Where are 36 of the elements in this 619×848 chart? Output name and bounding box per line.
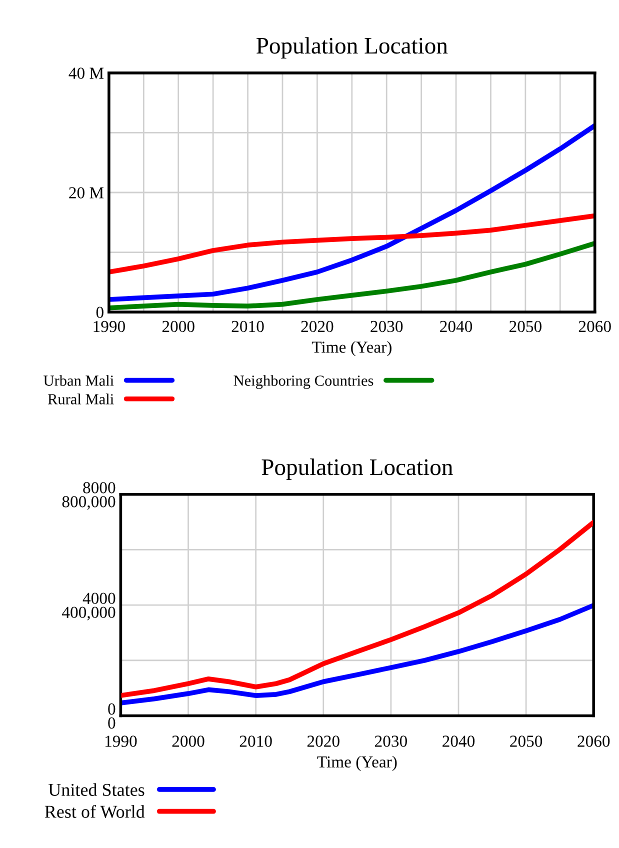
- y-tick-label: 0: [96, 306, 104, 318]
- x-tick-label: 2030: [375, 736, 407, 747]
- legend-label: Urban Mali: [44, 375, 114, 386]
- x-tick-label: 2040: [440, 320, 472, 332]
- legend-label: Neighboring Countries: [234, 375, 374, 389]
- x-tick-label: 2010: [240, 736, 272, 747]
- y2-tick-label: 800,000: [62, 496, 116, 510]
- y2-tick-label: 400,000: [62, 606, 116, 620]
- x-tick-label: 2030: [370, 320, 403, 332]
- legend-label: United States: [48, 783, 144, 796]
- legend-label: Rural Mali: [48, 394, 114, 404]
- x-tick-label: 1990: [94, 320, 125, 332]
- x-tick-label: 1990: [106, 736, 137, 747]
- x-tick-label: 2000: [162, 320, 194, 332]
- x-tick-label: 2000: [172, 736, 204, 747]
- chart-title: Population Location: [262, 458, 453, 480]
- x-axis-title: Time (Year): [317, 756, 397, 771]
- y-tick-label: 0: [108, 703, 116, 715]
- line-series: [108, 123, 595, 302]
- x-tick-label: 2050: [510, 736, 542, 747]
- y-tick-label: 4000: [82, 592, 116, 604]
- y-tick-label: 40 M: [68, 68, 104, 79]
- x-tick-label: 2060: [578, 736, 610, 747]
- x-tick-label: 2040: [442, 736, 475, 747]
- x-tick-label: 2020: [307, 736, 340, 747]
- line-series: [108, 240, 595, 310]
- x-axis-title: Time (Year): [312, 341, 392, 356]
- x-tick-label: 2050: [510, 320, 542, 332]
- legend-label: Rest of World: [44, 804, 145, 818]
- x-tick-label: 2010: [232, 320, 264, 332]
- line-series: [108, 213, 595, 274]
- x-tick-label: 2020: [301, 320, 334, 332]
- y-tick-label: 8000: [83, 482, 116, 494]
- chart-title: Population Location: [256, 37, 448, 59]
- x-tick-label: 2060: [578, 320, 611, 332]
- y-tick-label: 20 M: [69, 187, 104, 198]
